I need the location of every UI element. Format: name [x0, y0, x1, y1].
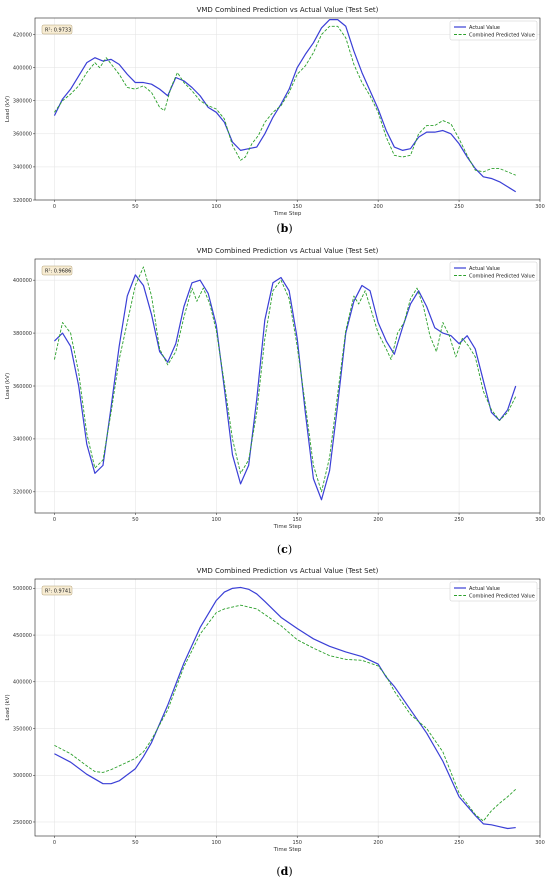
y-tick-label: 350000	[13, 726, 32, 732]
r2-annotation: R²: 0.9741	[45, 589, 71, 595]
y-tick-label: 400000	[13, 278, 32, 284]
x-tick-label: 300	[535, 840, 545, 846]
actual-value-line	[54, 586, 516, 830]
y-tick-label: 340000	[13, 437, 32, 443]
y-tick-label: 320000	[13, 490, 32, 496]
predicted-value-line	[54, 25, 516, 176]
x-axis-label: Time Step	[273, 847, 302, 853]
r2-annotation-box	[41, 24, 73, 35]
legend-entry: Actual Value	[469, 586, 500, 592]
y-tick-label: 400000	[13, 680, 32, 686]
y-tick-label: 250000	[13, 820, 32, 826]
r2-annotation: R²: 0.9733	[45, 28, 71, 34]
x-tick-label: 100	[212, 204, 222, 210]
r2-annotation: R²: 0.9686	[45, 269, 71, 275]
y-tick-label: 380000	[13, 331, 32, 337]
x-tick-label: 250	[454, 840, 464, 846]
y-tick-label: 400000	[13, 65, 32, 71]
x-tick-label: 0	[53, 517, 56, 523]
y-tick-label: 380000	[13, 99, 32, 105]
y-tick-label: 320000	[13, 198, 32, 204]
legend-box	[449, 20, 538, 41]
y-axis-label: Load (kV)	[5, 96, 11, 122]
actual-value-line	[53, 274, 517, 501]
chart-title: VMD Combined Prediction vs Actual Value …	[197, 567, 379, 575]
legend-entry: Combined Predicted Value	[469, 273, 535, 279]
x-tick-label: 100	[212, 517, 222, 523]
x-axis-label: Time Step	[273, 211, 302, 217]
x-tick-label: 200	[373, 517, 383, 523]
legend-entry: Actual Value	[469, 25, 500, 31]
legend-box	[449, 581, 538, 602]
r2-annotation-box	[41, 265, 73, 276]
x-tick-label: 250	[454, 204, 464, 210]
x-tick-label: 50	[132, 840, 138, 846]
actual-value-line	[53, 19, 517, 193]
x-tick-label: 300	[535, 517, 545, 523]
predicted-value-line	[54, 604, 517, 822]
x-tick-label: 0	[53, 204, 56, 210]
x-tick-label: 200	[373, 840, 383, 846]
panel-label: (d)	[276, 865, 292, 878]
y-tick-label: 450000	[13, 633, 32, 639]
x-tick-label: 50	[132, 204, 138, 210]
x-tick-label: 0	[53, 840, 56, 846]
y-tick-label: 340000	[13, 165, 32, 171]
x-axis-label: Time Step	[273, 524, 302, 530]
x-tick-label: 100	[212, 840, 222, 846]
x-tick-label: 150	[292, 517, 302, 523]
y-tick-label: 360000	[13, 384, 32, 390]
y-axis-label: Load (kV)	[5, 694, 11, 720]
legend-entry: Combined Predicted Value	[469, 32, 535, 38]
plot-frame	[34, 578, 541, 837]
chart-1: VMD Combined Prediction vs Actual Value …	[5, 247, 545, 556]
x-tick-label: 150	[292, 204, 302, 210]
legend-box	[449, 261, 538, 282]
y-tick-label: 360000	[13, 132, 32, 138]
x-tick-label: 50	[132, 517, 138, 523]
chart-0: VMD Combined Prediction vs Actual Value …	[5, 6, 545, 235]
r2-annotation-box	[41, 585, 73, 596]
legend-entry: Actual Value	[469, 266, 500, 272]
y-tick-label: 420000	[13, 32, 32, 38]
chart-title: VMD Combined Prediction vs Actual Value …	[197, 247, 379, 255]
chart-title: VMD Combined Prediction vs Actual Value …	[197, 6, 379, 14]
legend-entry: Combined Predicted Value	[469, 593, 535, 599]
predicted-value-line	[53, 266, 517, 493]
x-tick-label: 300	[535, 204, 545, 210]
chart-2: VMD Combined Prediction vs Actual Value …	[5, 567, 545, 878]
plot-frame	[34, 17, 541, 201]
x-tick-label: 150	[292, 840, 302, 846]
y-tick-label: 300000	[13, 773, 32, 779]
panel-label: (b)	[276, 222, 292, 235]
x-tick-label: 200	[373, 204, 383, 210]
panel-label: (c)	[277, 543, 292, 556]
y-axis-label: Load (kV)	[5, 373, 11, 399]
y-tick-label: 500000	[13, 586, 32, 592]
x-tick-label: 250	[454, 517, 464, 523]
